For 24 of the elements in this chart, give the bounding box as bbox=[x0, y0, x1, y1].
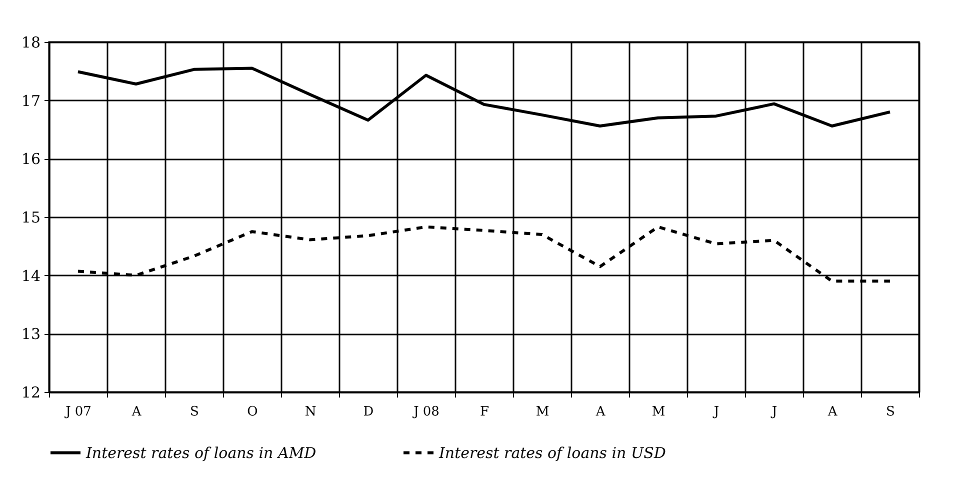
y-tick-label: 15 bbox=[21, 208, 40, 226]
x-tick-label: A bbox=[826, 404, 838, 420]
legend-label: Interest rates of loans in USD bbox=[438, 444, 666, 462]
x-tick-label: S bbox=[190, 404, 199, 420]
x-tick-label: J 08 bbox=[412, 404, 440, 420]
y-tick-label: 12 bbox=[21, 384, 40, 402]
x-tick-label: S bbox=[886, 404, 895, 420]
x-tick-label: J bbox=[712, 404, 720, 420]
x-tick-label: A bbox=[130, 404, 142, 420]
x-tick-label: O bbox=[247, 404, 258, 420]
y-tick-label: 18 bbox=[21, 34, 40, 52]
y-tick-label: 16 bbox=[21, 150, 40, 168]
x-tick-label: M bbox=[536, 404, 550, 420]
y-tick-label: 14 bbox=[21, 266, 40, 285]
x-tick-label: F bbox=[480, 404, 490, 420]
x-tick-label: M bbox=[652, 404, 666, 420]
x-tick-label: J 07 bbox=[64, 404, 92, 420]
x-tick-label: A bbox=[594, 404, 606, 420]
x-tick-label: J bbox=[770, 404, 778, 420]
y-tick-label: 13 bbox=[21, 325, 40, 344]
x-tick-label: N bbox=[304, 404, 316, 420]
x-tick-label: D bbox=[363, 404, 374, 420]
legend-label: Interest rates of loans in AMD bbox=[85, 444, 316, 462]
y-tick-label: 17 bbox=[21, 92, 40, 110]
